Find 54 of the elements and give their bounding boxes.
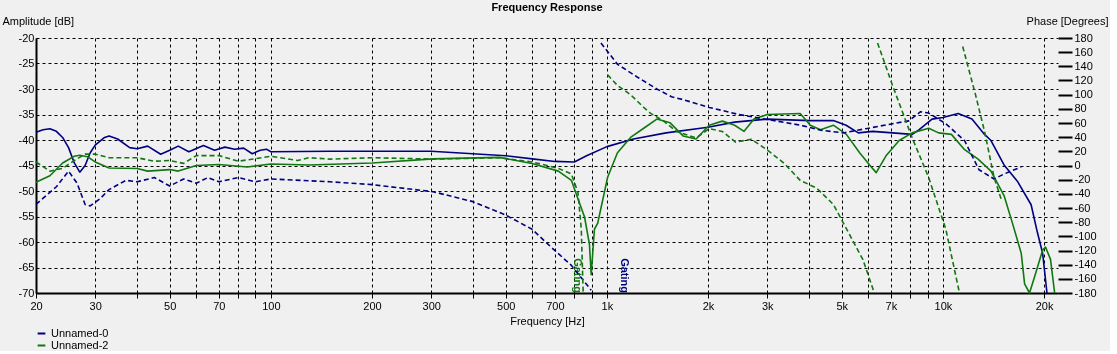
y-tick-label: -40 (18, 133, 35, 146)
y-tick-label: -60 (18, 235, 35, 248)
x-axis-title: Frequency [Hz] (510, 314, 585, 327)
y-tick-label: -70 (18, 286, 35, 299)
y-tick-label: -35 (18, 108, 35, 120)
y2-tick-label: 140 (1074, 59, 1093, 72)
legend-label: Unnamed-2 (51, 338, 109, 351)
y2-tick-label: 160 (1074, 45, 1093, 58)
x-tick-label: 20k (1035, 299, 1054, 312)
y2-tick-label: -180 (1074, 286, 1097, 299)
x-tick-label: 50 (164, 299, 177, 312)
y2-tick-label: -20 (1074, 173, 1091, 186)
y-axis-title: Amplitude [dB] (2, 14, 75, 27)
x-tick-label: 5k (836, 299, 849, 312)
x-tick-label: 200 (363, 299, 382, 312)
y2-tick-label: -140 (1074, 258, 1097, 271)
x-tick-label: 7k (885, 299, 898, 312)
y2-tick-label: 20 (1074, 144, 1087, 157)
y-tick-label: -65 (18, 261, 35, 273)
y2-tick-label: 80 (1074, 102, 1087, 115)
y2-tick-label: -60 (1074, 201, 1091, 214)
y-tick-label: -55 (18, 210, 35, 222)
x-tick-label: 700 (546, 299, 565, 312)
y-tick-label: -50 (18, 184, 35, 197)
chart-title: Frequency Response (491, 1, 603, 13)
x-tick-label: 300 (422, 299, 441, 312)
x-tick-label: 20 (30, 299, 43, 312)
y2-tick-label: 120 (1074, 74, 1093, 86)
x-tick-label: 2k (702, 299, 715, 312)
x-tick-label: 70 (213, 299, 226, 312)
x-tick-label: 100 (262, 299, 281, 312)
x-tick-label: 500 (497, 299, 516, 312)
y2-tick-label: -160 (1074, 272, 1097, 285)
y2-tick-label: -40 (1074, 187, 1091, 200)
y2-tick-label: 100 (1074, 88, 1093, 101)
x-tick-label: 30 (89, 299, 102, 312)
y-tick-label: -45 (18, 159, 35, 171)
y2-tick-label: 180 (1074, 31, 1093, 44)
legend-label: Unnamed-0 (51, 326, 109, 339)
x-tick-label: 3k (761, 299, 775, 312)
y-tick-label: -30 (18, 82, 35, 95)
y2-tick-label: 60 (1074, 116, 1087, 129)
y2-tick-label: 40 (1074, 130, 1087, 143)
annotation: Gating (572, 258, 584, 293)
y2-axis-title: Phase [Degrees] (1026, 14, 1109, 27)
y2-tick-label: -100 (1074, 229, 1097, 242)
annotation: Gating (619, 258, 631, 293)
y2-tick-label: 0 (1074, 159, 1081, 171)
y2-tick-label: -120 (1074, 244, 1097, 256)
x-tick-label: 1k (601, 299, 614, 312)
y-tick-label: -25 (18, 57, 35, 69)
y2-tick-label: -80 (1074, 215, 1091, 228)
x-tick-label: 10k (934, 299, 953, 312)
y-tick-label: -20 (18, 31, 35, 44)
